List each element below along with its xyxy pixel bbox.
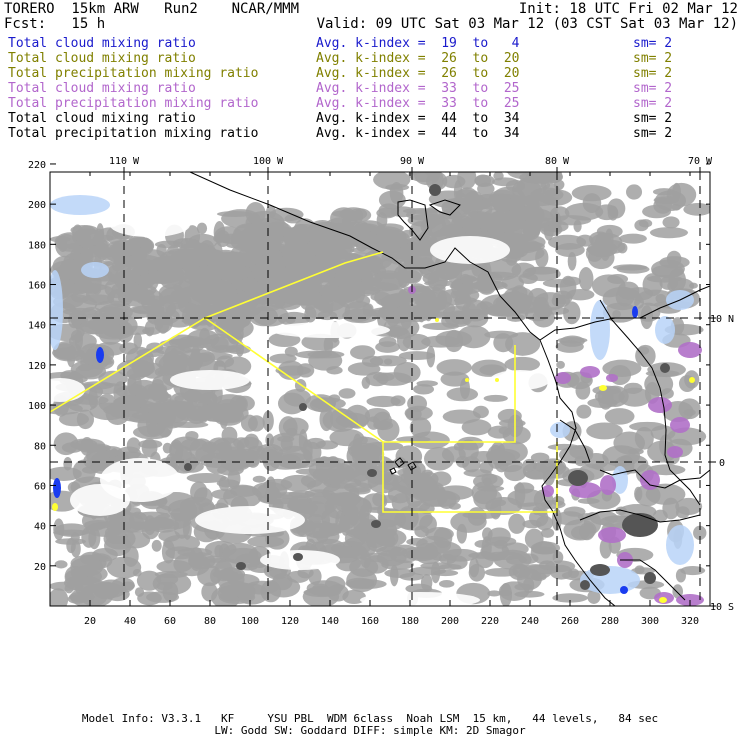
coastline-segment: [394, 457, 405, 468]
y-tick-label: 220: [28, 160, 46, 171]
x-tick-label: 180: [401, 616, 419, 627]
x-tick-label: 20: [84, 616, 96, 627]
header-forecast-hour: Fcst: 15 h: [4, 16, 106, 32]
legend-smoothing: sm= 2: [633, 36, 673, 51]
legend-kindex-range: Avg. k-index = 33 to 25: [316, 81, 520, 96]
coastline-segment: [559, 419, 591, 463]
x-tick-label: 260: [561, 616, 579, 627]
x-tick-label: 220: [481, 616, 499, 627]
lon-label: 80 W: [545, 156, 570, 167]
x-tick-label: 100: [241, 616, 259, 627]
legend-field-label: Total cloud mixing ratio: [8, 51, 196, 66]
flight-track-line: [204, 317, 516, 443]
cloud-field: [50, 172, 710, 606]
coastline-segment: [397, 199, 429, 241]
legend-smoothing: sm= 2: [633, 96, 673, 111]
lon-label: 100 W: [253, 156, 284, 167]
legend-kindex-range: Avg. k-index = 19 to 4: [316, 36, 520, 51]
header-title: TORERO 15km ARW Run2 NCAR/MMM: [4, 1, 300, 17]
y-tick-label: 120: [28, 361, 46, 372]
x-tick-label: 40: [124, 616, 136, 627]
y-tick-label: 60: [34, 481, 46, 492]
legend-field-label: Total precipitation mixing ratio: [8, 66, 259, 81]
flight-track-line: [50, 251, 384, 413]
header-init-time: Init: 18 UTC Fri 02 Mar 12: [518, 1, 738, 17]
x-tick-label: 300: [641, 616, 659, 627]
y-tick-label: 100: [28, 401, 46, 412]
x-tick-label: 140: [321, 616, 339, 627]
x-tick-label: 160: [361, 616, 379, 627]
x-tick-label: 320: [681, 616, 699, 627]
footer-physics-info: LW: Godd SW: Goddard DIFF: simple KM: 2D…: [214, 724, 526, 737]
coastline-segment: [407, 461, 417, 471]
x-tick-label: 80: [204, 616, 216, 627]
y-tick-label: 140: [28, 321, 46, 332]
legend-kindex-range: Avg. k-index = 44 to 34: [316, 126, 520, 141]
x-tick-label: 240: [521, 616, 539, 627]
y-tick-label: 200: [28, 200, 46, 211]
flight-waypoint: [495, 378, 499, 382]
legend-smoothing: sm= 2: [633, 126, 673, 141]
x-tick-label: 280: [601, 616, 619, 627]
legend-smoothing: sm= 2: [633, 66, 673, 81]
legend-kindex-range: Avg. k-index = 26 to 20: [316, 51, 520, 66]
y-tick-label: 40: [34, 522, 46, 533]
flight-track-boxes: [50, 251, 558, 513]
legend-field-label: Total precipitation mixing ratio: [8, 96, 259, 111]
legend-field-label: Total cloud mixing ratio: [8, 111, 196, 126]
coastline-segment: [189, 172, 710, 341]
flight-track-box: [382, 442, 558, 513]
coastline: [189, 172, 710, 606]
legend-smoothing: sm= 2: [633, 81, 673, 96]
flight-waypoint: [435, 318, 439, 322]
coastline-segment: [599, 469, 710, 489]
lat-label: 0: [719, 458, 725, 469]
lat-label: 10 S: [710, 602, 734, 613]
legend-kindex-range: Avg. k-index = 44 to 34: [316, 111, 520, 126]
header-valid-time: Valid: 09 UTC Sat 03 Mar 12 (03 CST Sat …: [316, 16, 738, 32]
coastline-segment: [620, 559, 686, 601]
legend-smoothing: sm= 2: [633, 111, 673, 126]
flight-waypoint: [465, 378, 469, 382]
y-tick-label: 20: [34, 562, 46, 573]
y-tick-label: 180: [28, 240, 46, 251]
legend-field-label: Total cloud mixing ratio: [8, 36, 196, 51]
legend-field-label: Total precipitation mixing ratio: [8, 126, 259, 141]
lon-label: 70 W: [688, 156, 713, 167]
legend-field-label: Total cloud mixing ratio: [8, 81, 196, 96]
legend-kindex-range: Avg. k-index = 26 to 20: [316, 66, 520, 81]
lat-label: 10 N: [710, 314, 734, 325]
x-tick-label: 120: [281, 616, 299, 627]
coastline-segment: [579, 509, 701, 523]
footer-model-info: Model Info: V3.3.1 KF YSU PBL WDM 6class…: [81, 712, 659, 725]
coastline-segment: [389, 467, 397, 475]
legend-kindex-range: Avg. k-index = 33 to 25: [316, 96, 520, 111]
legend-smoothing: sm= 2: [633, 51, 673, 66]
lon-label: 110 W: [109, 156, 140, 167]
lat-lon-grid: [50, 172, 710, 606]
coastline-segment: [599, 299, 701, 506]
lon-label: 90 W: [400, 156, 425, 167]
coastline-segment: [428, 199, 461, 216]
axis-ticks: 110 W 100 W 90 W 80 W 70 W 10 N 0 10 S 20 40 60 80 1…: [28, 156, 734, 627]
coastline-segment: [539, 339, 616, 606]
y-tick-label: 80: [34, 441, 46, 452]
plot-frame: [49, 171, 711, 607]
x-tick-label: 200: [441, 616, 459, 627]
y-tick-label: 160: [28, 281, 46, 292]
x-tick-label: 60: [164, 616, 176, 627]
